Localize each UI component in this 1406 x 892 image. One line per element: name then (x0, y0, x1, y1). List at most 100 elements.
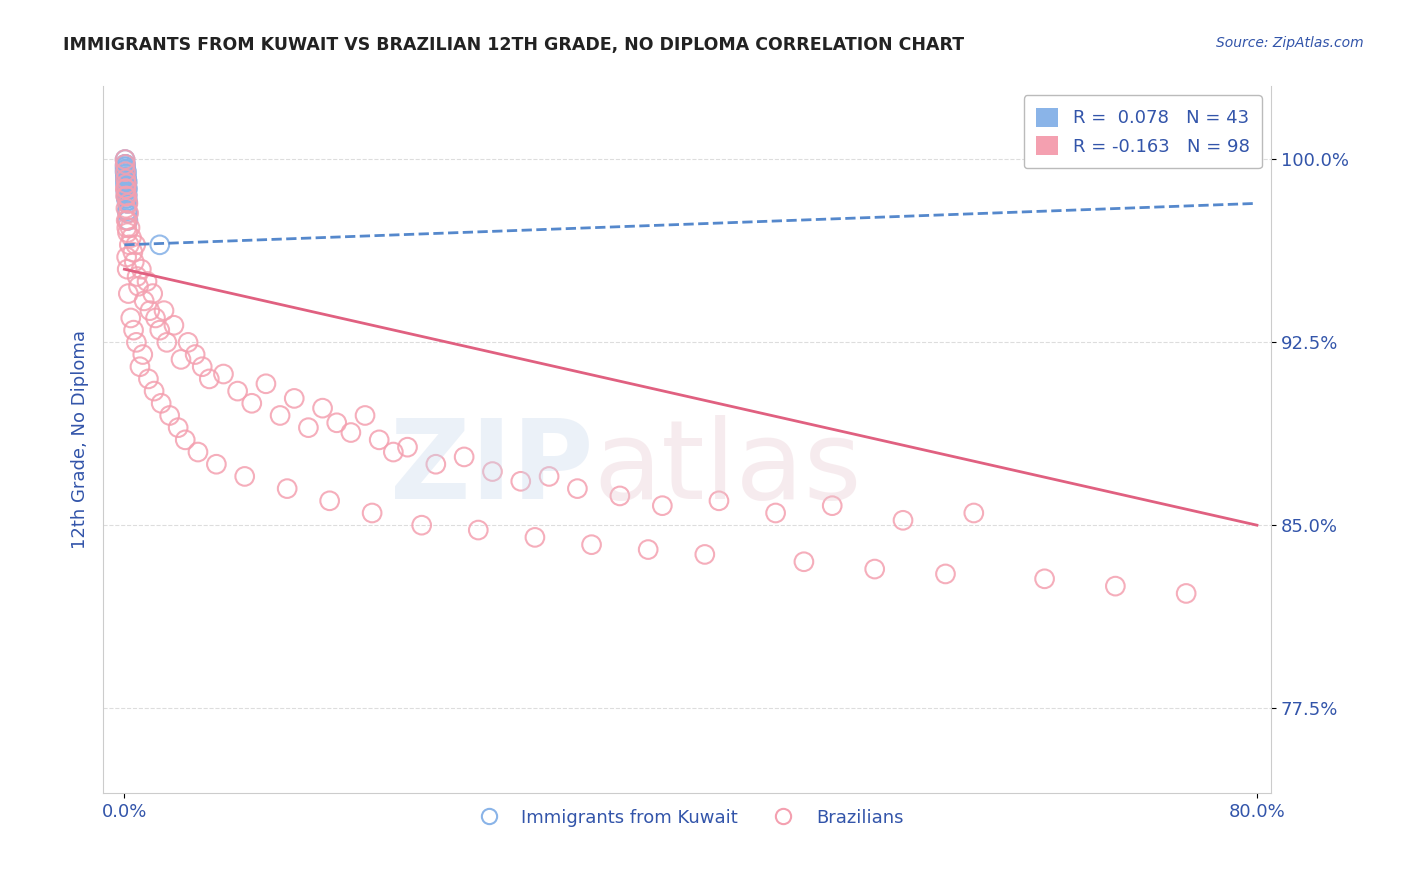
Point (124, 255, 146, 269)
Point (114, 153, 136, 167)
Point (117, 213, 139, 227)
Point (191, 359, 214, 374)
Point (481, 465, 503, 479)
Point (131, 262, 153, 277)
Point (276, 482, 298, 496)
Point (115, 169, 138, 184)
Point (170, 352, 193, 367)
Point (115, 213, 138, 227)
Text: atlas: atlas (593, 415, 862, 522)
Point (651, 499, 673, 513)
Point (149, 237, 172, 252)
Point (1104, 579, 1126, 593)
Point (115, 192, 138, 206)
Point (115, 177, 138, 191)
Point (187, 445, 209, 459)
Point (609, 489, 631, 503)
Point (115, 192, 138, 206)
Point (361, 506, 384, 520)
Point (115, 174, 138, 188)
Point (254, 376, 277, 391)
Point (115, 182, 138, 196)
Point (1033, 572, 1056, 586)
Point (765, 506, 787, 520)
Point (128, 279, 150, 293)
Point (205, 457, 228, 471)
Point (693, 548, 716, 562)
Point (581, 538, 603, 552)
Point (793, 555, 815, 569)
Point (425, 457, 447, 471)
Point (163, 318, 186, 333)
Point (523, 530, 546, 544)
Point (707, 493, 730, 508)
Point (891, 513, 914, 527)
Point (117, 226, 139, 240)
Point (340, 425, 363, 440)
Point (114, 164, 136, 178)
Point (115, 177, 138, 191)
Point (132, 347, 155, 361)
Point (115, 203, 138, 218)
Y-axis label: 12th Grade, No Diploma: 12th Grade, No Diploma (72, 330, 89, 549)
Point (153, 303, 176, 318)
Point (637, 542, 659, 557)
Point (115, 189, 138, 203)
Point (114, 157, 136, 171)
Point (118, 220, 141, 235)
Point (114, 189, 136, 203)
Point (115, 213, 138, 227)
Point (114, 164, 136, 178)
Point (114, 157, 136, 171)
Point (114, 160, 136, 174)
Point (115, 164, 138, 178)
Point (115, 184, 138, 198)
Point (115, 220, 138, 235)
Text: IMMIGRANTS FROM KUWAIT VS BRAZILIAN 12TH GRADE, NO DIPLOMA CORRELATION CHART: IMMIGRANTS FROM KUWAIT VS BRAZILIAN 12TH… (63, 36, 965, 54)
Point (114, 169, 136, 184)
Text: Source: ZipAtlas.com: Source: ZipAtlas.com (1216, 36, 1364, 50)
Point (115, 186, 138, 201)
Point (509, 475, 531, 489)
Point (114, 162, 136, 177)
Point (115, 172, 138, 186)
Point (198, 372, 221, 386)
Point (115, 172, 138, 186)
Point (115, 182, 138, 196)
Point (453, 450, 475, 464)
Point (115, 177, 138, 191)
Point (117, 286, 139, 301)
Point (115, 186, 138, 201)
Point (382, 445, 405, 459)
Point (115, 194, 138, 208)
Point (318, 493, 340, 508)
Point (115, 201, 138, 215)
Point (934, 566, 956, 581)
Point (149, 323, 172, 337)
Point (114, 177, 136, 191)
Point (283, 392, 305, 406)
Point (150, 396, 173, 410)
Point (538, 469, 561, 483)
Point (159, 409, 181, 423)
Point (184, 347, 207, 361)
Point (233, 469, 256, 483)
Point (269, 409, 291, 423)
Point (114, 162, 136, 177)
Point (139, 303, 162, 318)
Point (174, 433, 197, 447)
Point (411, 518, 433, 533)
Point (467, 523, 489, 537)
Point (114, 182, 136, 196)
Point (114, 160, 136, 174)
Point (117, 196, 139, 211)
Point (114, 157, 136, 171)
Point (117, 196, 139, 211)
Point (115, 189, 138, 203)
Point (821, 499, 844, 513)
Point (134, 293, 156, 308)
Point (325, 416, 347, 430)
Point (125, 335, 148, 350)
Legend: Immigrants from Kuwait, Brazilians: Immigrants from Kuwait, Brazilians (464, 801, 911, 834)
Point (177, 335, 200, 350)
